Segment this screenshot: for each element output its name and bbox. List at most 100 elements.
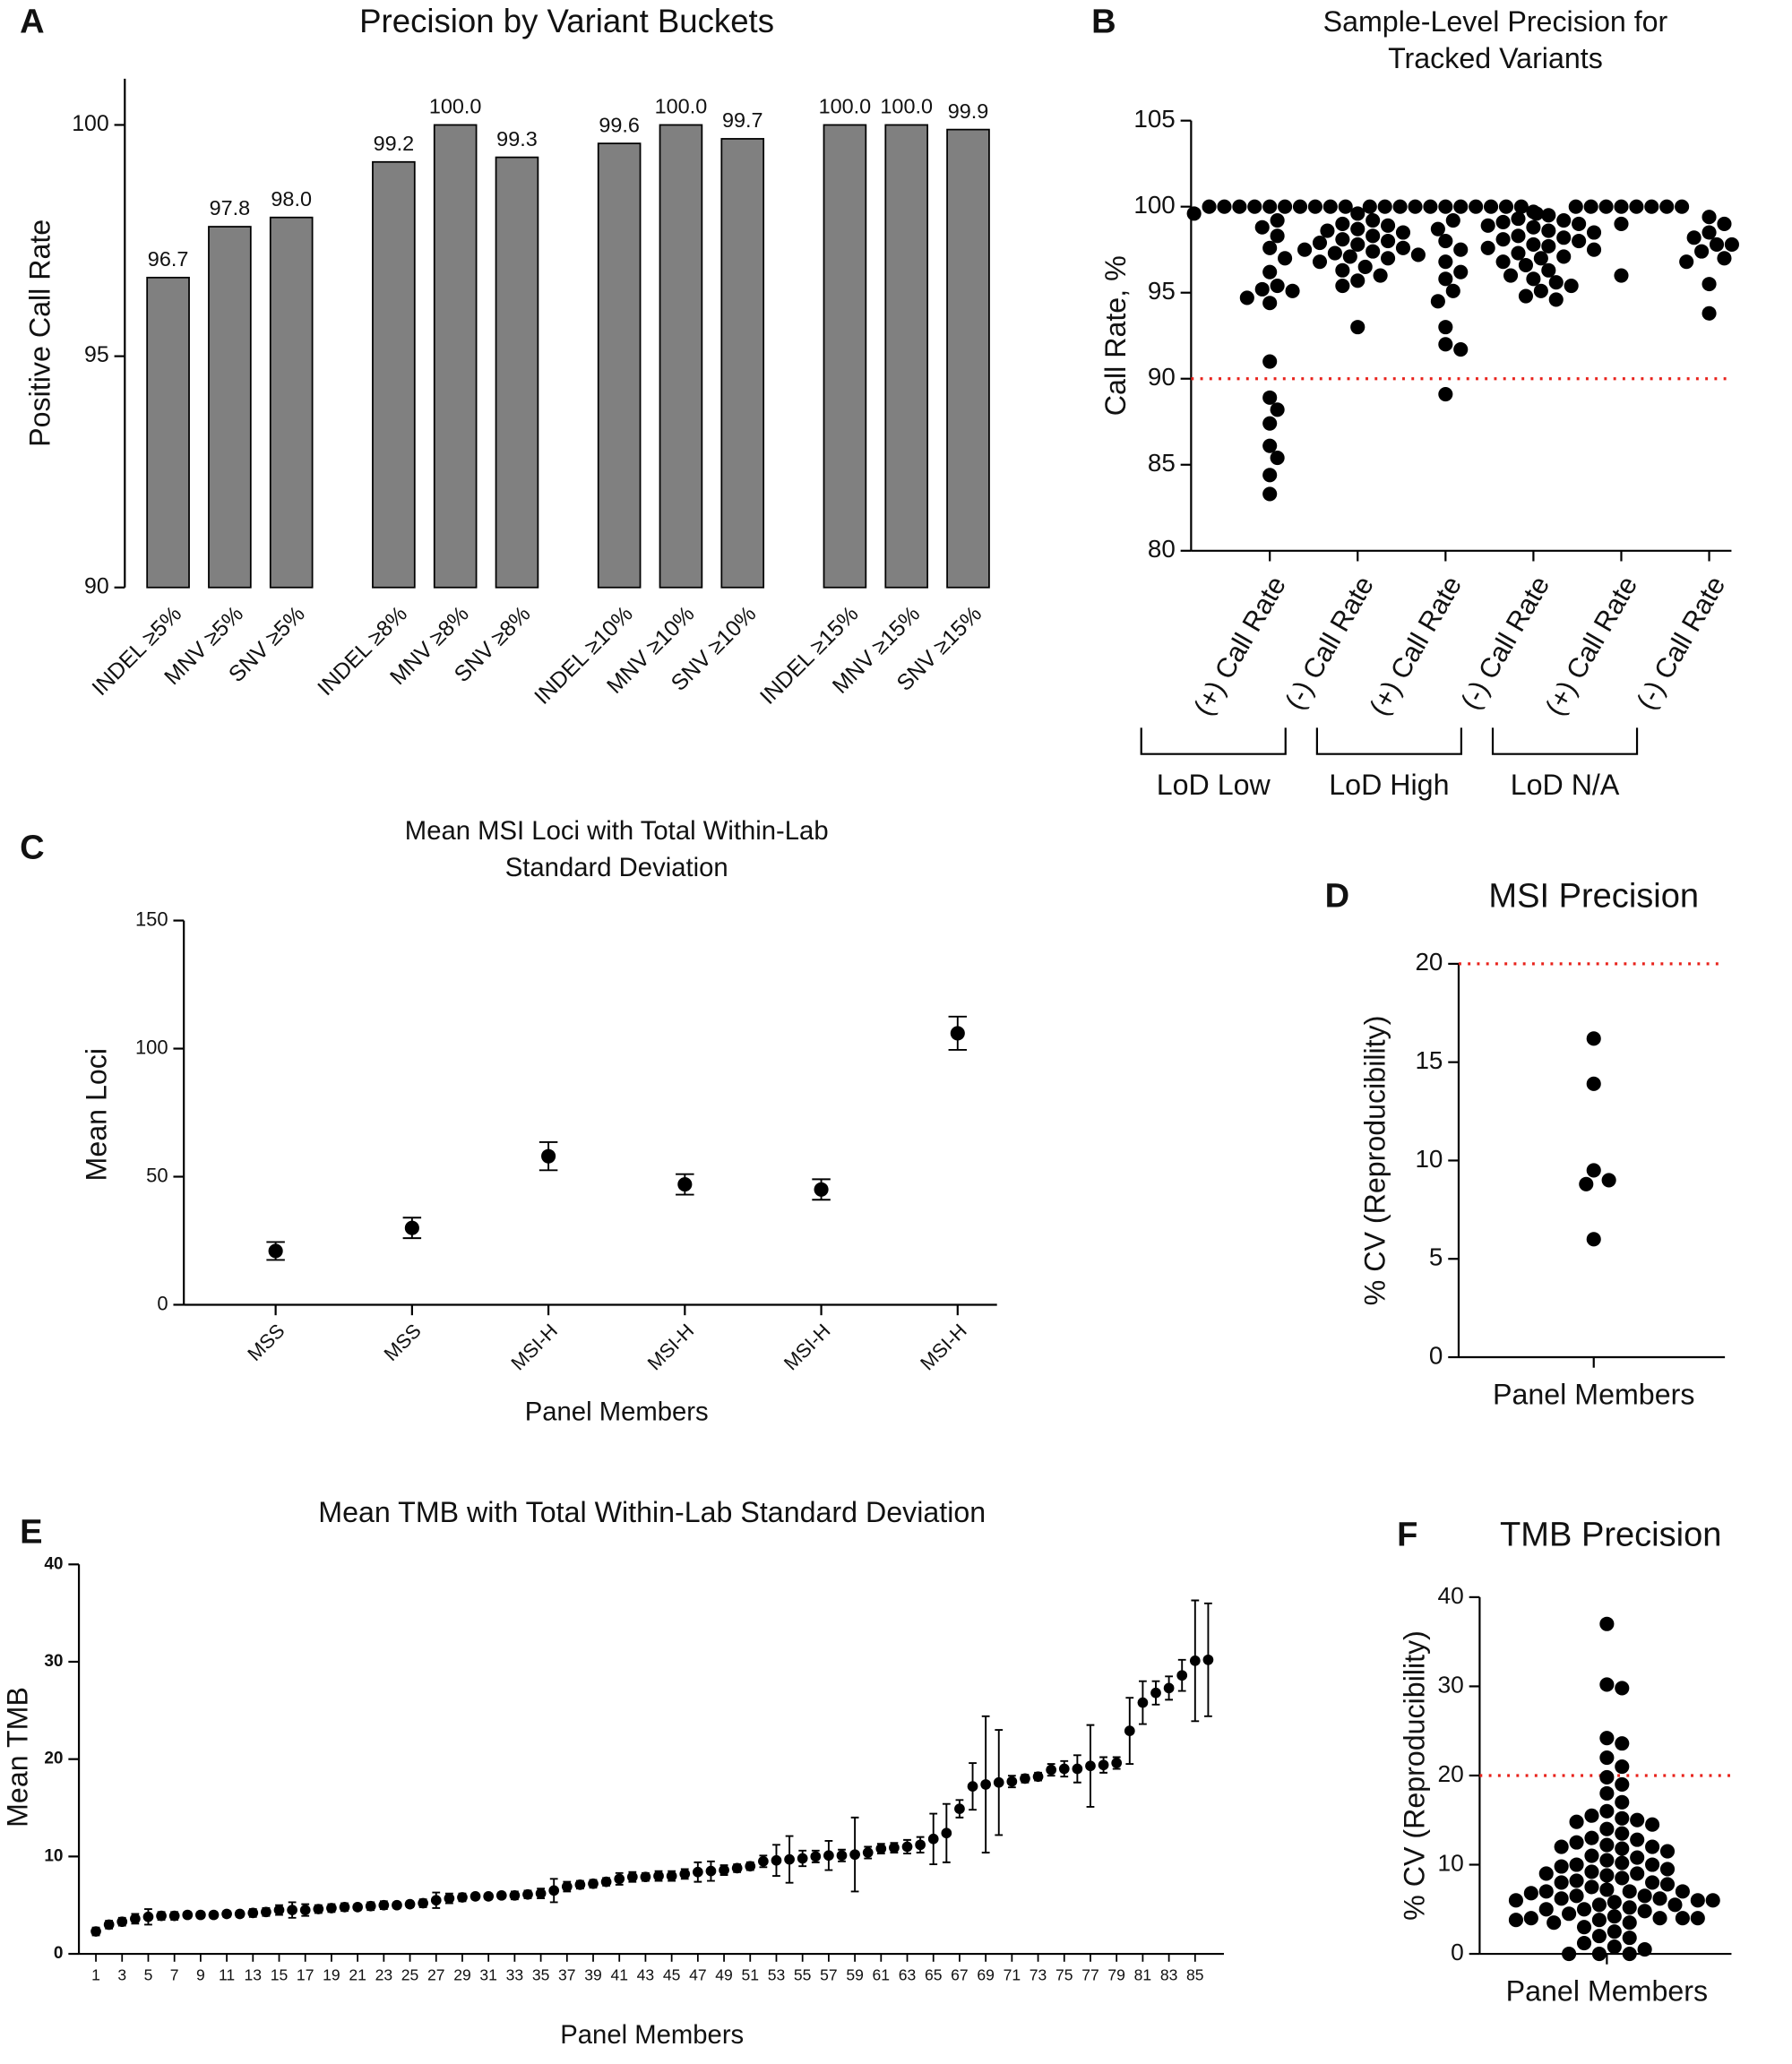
bar — [946, 128, 990, 589]
point — [836, 1850, 848, 1862]
x-tick-label: 75 — [1055, 1966, 1073, 1984]
point — [862, 1847, 874, 1858]
point — [548, 1885, 560, 1896]
point — [1622, 1946, 1637, 1962]
y-tick-label: 30 — [44, 1652, 63, 1671]
point — [1630, 1812, 1645, 1828]
y-tick-label: 105 — [1133, 105, 1175, 133]
point — [1503, 268, 1519, 283]
point — [1645, 1839, 1660, 1854]
point — [1278, 199, 1293, 214]
y-tick-label: 30 — [1438, 1671, 1464, 1698]
x-tick-label: 81 — [1134, 1966, 1152, 1984]
point — [1453, 342, 1469, 357]
point — [719, 1864, 729, 1876]
point — [1644, 199, 1659, 214]
value-label: 99.6 — [599, 113, 640, 136]
x-tick-label: 3 — [117, 1966, 126, 1984]
x-tick-label: 59 — [846, 1966, 864, 1984]
x-tick-label: 41 — [610, 1966, 628, 1984]
point — [588, 1878, 599, 1889]
point — [1511, 245, 1526, 261]
point — [1586, 1076, 1601, 1091]
point — [1262, 390, 1278, 405]
point — [705, 1865, 717, 1877]
point — [1202, 1654, 1214, 1665]
chart-title: TMB Precision — [1500, 1517, 1721, 1554]
point — [1569, 1888, 1584, 1904]
point — [561, 1881, 573, 1892]
point — [1702, 277, 1717, 292]
y-axis-label: Positive Call Rate — [24, 219, 56, 447]
point — [1637, 1942, 1652, 1957]
point — [1586, 242, 1602, 257]
point — [1270, 228, 1285, 244]
x-tick-label: 15 — [271, 1966, 289, 1984]
panel-letter: E — [20, 1514, 42, 1552]
point — [758, 1855, 769, 1867]
point — [1526, 219, 1541, 235]
y-tick-label: 0 — [54, 1944, 64, 1963]
point — [1637, 1888, 1652, 1904]
point — [1111, 1758, 1123, 1768]
point — [1702, 305, 1717, 321]
point — [221, 1908, 232, 1920]
y-tick-label: 100 — [135, 1036, 168, 1058]
y-tick-label: 10 — [1438, 1849, 1464, 1876]
point — [810, 1851, 822, 1862]
point — [1601, 1173, 1616, 1188]
point — [1381, 251, 1396, 266]
point — [1262, 416, 1278, 431]
point — [404, 1898, 416, 1910]
point — [1395, 225, 1411, 240]
point — [156, 1910, 167, 1922]
point — [1366, 213, 1381, 228]
bar — [720, 138, 765, 589]
y-tick-label: 0 — [1451, 1939, 1464, 1965]
point — [142, 1911, 154, 1922]
x-tick-label: 23 — [375, 1966, 393, 1984]
point — [1085, 1760, 1096, 1772]
point — [1508, 1893, 1523, 1908]
point — [1262, 468, 1278, 483]
point — [1408, 199, 1423, 214]
point — [875, 1843, 887, 1854]
x-tick-label: 71 — [1004, 1966, 1021, 1984]
point — [1586, 1163, 1601, 1178]
point — [541, 1148, 556, 1164]
x-tick-label: 21 — [349, 1966, 366, 1984]
point — [1438, 320, 1453, 335]
point — [1392, 199, 1408, 214]
point — [1599, 1868, 1615, 1883]
panel-letter: A — [20, 3, 44, 40]
point — [1599, 1803, 1615, 1819]
point — [1709, 236, 1725, 252]
point — [1690, 1911, 1705, 1926]
point — [1569, 1835, 1584, 1850]
x-tick-label: Panel Members — [1493, 1378, 1694, 1410]
point — [1350, 236, 1366, 252]
point — [1541, 223, 1556, 238]
point — [1423, 199, 1438, 214]
point — [1690, 1893, 1705, 1908]
point — [1717, 251, 1732, 266]
x-tick-label: 53 — [768, 1966, 786, 1984]
point — [1469, 199, 1484, 214]
x-tick-label: MSS — [243, 1320, 289, 1365]
point — [483, 1891, 495, 1902]
point — [1307, 199, 1322, 214]
point — [1599, 1785, 1615, 1801]
x-tick-label: 65 — [925, 1966, 943, 1984]
x-tick-label: 37 — [558, 1966, 576, 1984]
x-tick-label: 1 — [91, 1966, 100, 1984]
point — [1254, 219, 1270, 235]
point — [1495, 254, 1511, 270]
point — [352, 1902, 363, 1913]
point — [1483, 199, 1499, 214]
value-label: 99.9 — [948, 99, 989, 123]
point — [1548, 275, 1564, 290]
point — [1614, 268, 1629, 283]
chart-title: Mean MSI Loci with Total Within-Lab — [405, 817, 829, 846]
point — [1679, 254, 1694, 270]
point — [1511, 211, 1526, 227]
